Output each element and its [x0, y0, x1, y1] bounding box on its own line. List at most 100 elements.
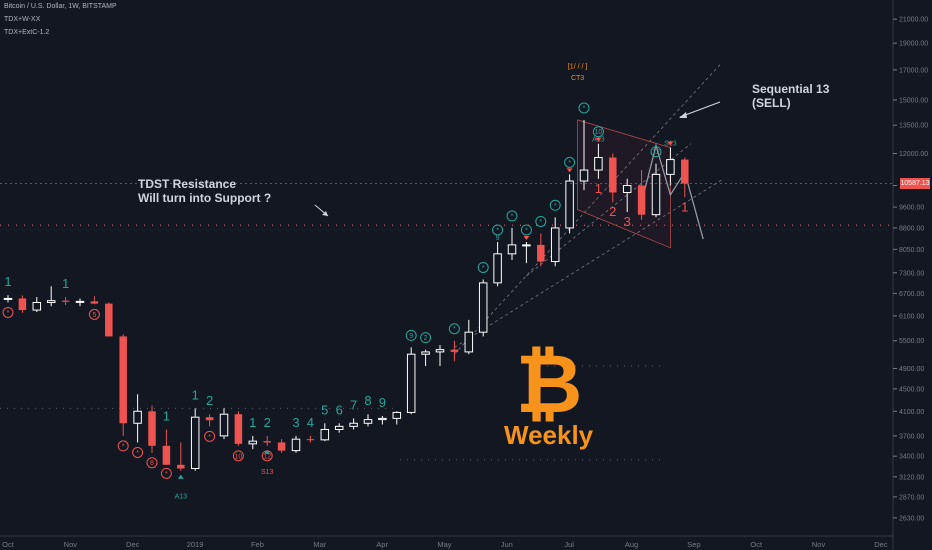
- candle-bull: [507, 244, 517, 255]
- td-count-label: 3: [292, 415, 299, 430]
- td-marker-circle: [592, 126, 604, 138]
- td-marker-circle: [117, 440, 129, 452]
- candle-bear: [148, 411, 156, 446]
- tdst-annotation-line1: TDST Resistance: [138, 177, 237, 191]
- y-tick-label: 4100.00: [899, 409, 924, 416]
- td-count-label: 4: [307, 415, 314, 430]
- td-marker-circle: [549, 199, 561, 211]
- candle-bear: [277, 442, 286, 451]
- candle-bull: [219, 413, 229, 437]
- candle-bull: [46, 300, 56, 304]
- candle-bear: [263, 441, 271, 443]
- td-marker-label: *: [539, 219, 542, 226]
- y-tick-label: 19000.00: [899, 41, 928, 48]
- td-marker-label: 9: [409, 333, 413, 340]
- x-tick-label: 2019: [187, 540, 204, 549]
- y-tick-label: 3120.00: [899, 474, 924, 481]
- x-tick-label: Jun: [501, 540, 513, 549]
- td-marker-label: *: [511, 213, 514, 220]
- x-tick-label: Sep: [687, 540, 700, 549]
- candle-bull: [579, 169, 589, 182]
- td-count-label: 7: [350, 397, 357, 412]
- ct3-marks: [1/ / / ]: [568, 63, 588, 70]
- td-marker-label: *: [583, 105, 586, 112]
- signal-arrow-down: [595, 137, 602, 142]
- td-marker-label: 2: [424, 335, 428, 342]
- x-tick-label: Oct: [2, 540, 15, 549]
- td-marker-circle: [578, 102, 590, 114]
- current-price-label: 10587.13: [900, 178, 930, 190]
- y-tick-label: 3400.00: [899, 454, 924, 461]
- td-marker-label: 8: [150, 460, 154, 467]
- y-tick-label: 21000.00: [899, 17, 928, 24]
- td-marker-circle: [448, 323, 460, 335]
- td-count-label: 6: [336, 402, 343, 417]
- td-marker-label: *: [525, 227, 528, 234]
- y-tick-label: 13500.00: [899, 123, 928, 130]
- td-marker-circle: [232, 450, 244, 462]
- td-count-label: 1: [163, 408, 170, 423]
- candle-bull: [435, 349, 445, 353]
- tdst-arrow-head: [322, 211, 328, 216]
- x-tick-label: Dec: [126, 540, 140, 549]
- descending-channel: [577, 119, 671, 249]
- td-count-label: 1: [4, 274, 11, 289]
- candle-bull: [522, 244, 531, 247]
- candle-bull: [651, 173, 661, 216]
- td-marker-label: 10: [595, 129, 603, 136]
- td-marker-circle: [88, 308, 100, 320]
- trend-line-lower: [454, 178, 724, 348]
- sequential-arrow: [679, 101, 721, 118]
- x-tick-label: Dec: [874, 540, 888, 549]
- candle-bull: [363, 419, 373, 424]
- td-marker-circle: [160, 467, 172, 479]
- y-tick-label: 6100.00: [899, 313, 924, 320]
- signal-arrow-up: [177, 474, 184, 479]
- td-marker-label: *: [453, 326, 456, 333]
- td-count-label: 2: [264, 415, 271, 430]
- y-tick-label: 15000.00: [899, 97, 928, 104]
- candle-bear: [162, 445, 171, 465]
- indicator-2-label[interactable]: TDX+ExtC-1.2: [4, 29, 50, 36]
- tdst-annotation: TDST Resistance Will turn into Support ?: [138, 177, 271, 205]
- y-tick-label: 17000.00: [899, 67, 928, 74]
- candle-bull: [349, 422, 358, 427]
- td-marker-circle: [650, 146, 662, 158]
- td-count-label: 1: [62, 276, 69, 291]
- td-marker-label: 5: [92, 312, 96, 319]
- candle-bull: [622, 185, 632, 193]
- td-marker-circle: [520, 224, 532, 236]
- td-marker-label: *: [7, 310, 10, 317]
- td-count-label: 2: [609, 204, 616, 219]
- candle-bear: [306, 439, 315, 441]
- y-tick-label: 7300.00: [899, 270, 924, 277]
- candle-bull: [291, 438, 301, 452]
- candle-bear: [177, 464, 185, 469]
- indicator-1-label[interactable]: TDX+W-XX: [4, 16, 41, 23]
- td-text-label: S13: [261, 469, 274, 476]
- y-tick-label: 2630.00: [899, 515, 924, 522]
- candle-bear: [119, 336, 127, 424]
- y-tick-label: 12000.00: [899, 151, 928, 158]
- candle-bull: [190, 416, 200, 470]
- sequential-annotation-line1: Sequential 13: [752, 82, 830, 96]
- candle-bull: [565, 180, 574, 229]
- weekly-label: Weekly: [504, 420, 594, 450]
- candle-bull: [406, 353, 416, 413]
- td-marker-label: *: [165, 471, 168, 478]
- x-tick-label: Aug: [625, 540, 638, 549]
- y-tick-label: 3700.00: [899, 433, 924, 440]
- td-marker-label: *: [568, 160, 571, 167]
- td-marker-circle: [477, 261, 489, 273]
- td-marker-circle: [420, 332, 432, 344]
- x-tick-label: Nov: [812, 540, 826, 549]
- td-marker-label: *: [136, 450, 139, 457]
- candle-bear: [105, 303, 113, 337]
- td-marker-circle: [132, 446, 144, 458]
- td-marker-circle: [204, 430, 216, 442]
- td-text-label: A13: [175, 494, 188, 501]
- candle-bear: [90, 301, 99, 304]
- candle-bull: [478, 282, 488, 333]
- td-marker-label: *: [208, 434, 211, 441]
- symbol-header[interactable]: Bitcoin / U.S. Dollar, 1W, BITSTAMP: [4, 3, 117, 10]
